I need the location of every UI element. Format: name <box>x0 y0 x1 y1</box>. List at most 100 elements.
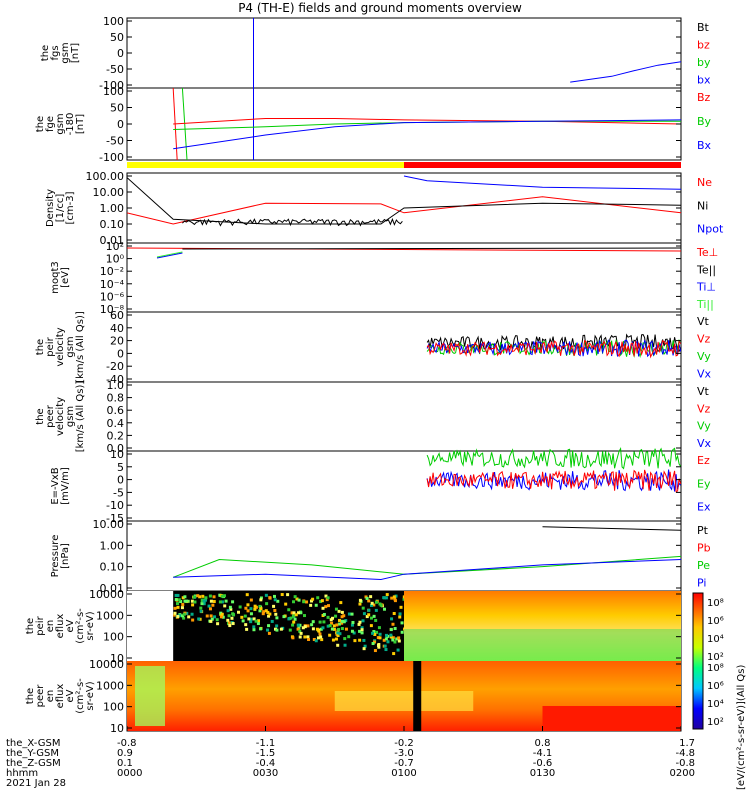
peir-spectrogram-pixel <box>288 628 292 632</box>
peir-spectrogram-pixel <box>350 623 354 627</box>
ylabel-line-peir_vel: gsm <box>65 336 76 357</box>
ytick-label-pressure: 1.00 <box>100 539 125 552</box>
peir-spectrogram-pixel <box>196 594 200 598</box>
peir-spectrogram-pixel <box>222 594 226 598</box>
peir-spectrogram-pixel <box>238 605 242 609</box>
peir-spectrogram-pixel <box>364 595 368 599</box>
peir-spectrogram-pixel <box>344 627 348 631</box>
colorbar-tick: 10² <box>707 652 724 663</box>
peir-spectrogram-pixel <box>340 621 344 625</box>
peir-spectrogram-pixel <box>301 626 305 630</box>
ytick-label-density: 1.00 <box>100 202 125 215</box>
colorbar-tick: 10⁶ <box>707 616 724 627</box>
peir-spectrogram-pixel <box>208 594 212 598</box>
peir-spectrogram-pixel <box>232 613 236 617</box>
peir-spectrogram-pixel <box>220 612 224 616</box>
peir-spectrogram-pixel <box>274 612 278 616</box>
peir-spectrogram-pixel <box>337 622 341 626</box>
peir-spectrogram-pixel <box>219 615 223 619</box>
peir-spectrogram-pixel <box>199 606 203 610</box>
panel-frame-peer_vel <box>126 381 682 452</box>
peir-spectrogram-pixel <box>340 627 344 631</box>
xaxis-value: -4.8 <box>675 748 695 759</box>
peir-spectrogram-pixel <box>247 617 251 621</box>
peir-spectrogram-pixel <box>367 608 371 612</box>
peir-spectrogram-pixel <box>392 652 396 656</box>
peir-spectrogram-pixel <box>314 603 318 607</box>
peir-spectrogram-pixel <box>309 603 313 607</box>
peir-spectrogram-pixel <box>311 620 315 624</box>
colorbar-tick: 10² <box>707 717 724 728</box>
series-pressure-Pe <box>173 555 682 578</box>
peir-spectrogram-pixel <box>268 612 272 616</box>
peir-spectrogram-pixel <box>377 645 381 649</box>
peir-spectrogram-pixel <box>293 617 297 621</box>
ytick-label-temp: 10⁻⁶ <box>100 290 125 303</box>
ylabel-peir_en: the peir en eflux eV (cm²-s-sr-eV) <box>25 608 96 644</box>
peir-spectrogram-pixel <box>361 619 365 623</box>
peir-spectrogram-pixel <box>394 594 398 598</box>
peir-spectrogram-pixel <box>219 611 223 615</box>
colorbar-tick: 10⁴ <box>707 634 724 645</box>
peir-spectrogram-pixel <box>211 603 215 607</box>
data-layer <box>126 18 704 731</box>
peir-spectrogram-pixel <box>302 600 306 604</box>
peir-spectrogram-pixel <box>198 595 202 599</box>
peir-spectrogram-pixel <box>328 624 332 628</box>
xaxis-row-name: the_X-GSM <box>6 738 60 749</box>
peir-spectrogram-pixel <box>240 615 244 619</box>
peir-spectrogram-pixel <box>372 603 376 607</box>
orbit-bar-red <box>404 162 681 168</box>
ytick-label-fge: 0 <box>117 118 124 131</box>
series-pressure-Pt <box>542 526 682 531</box>
ylabel-line-peir_vel: peir <box>45 336 56 356</box>
peir-spectrogram-pixel <box>378 636 382 640</box>
peir-spectrogram-pixel <box>276 599 280 603</box>
peir-spectrogram-pixel <box>320 638 324 642</box>
peir-spectrogram-pixel <box>358 638 362 642</box>
legend-peer_vel-Vx: Vx <box>697 437 712 450</box>
ylabel-line-peir_en: (cm²-s- <box>75 608 86 644</box>
peir-spectrogram-pixel <box>312 637 316 641</box>
peir-spectrogram-pixel <box>261 612 265 616</box>
peir-spectrogram-pixel <box>310 623 314 627</box>
peir-spectrogram-pixel <box>382 638 386 642</box>
peir-spectrogram-pixel <box>318 632 322 636</box>
peir-spectrogram-pixel <box>389 635 393 639</box>
peir-spectrogram-pixel <box>370 601 374 605</box>
ylabel-line-density: Density <box>45 189 56 227</box>
peir-spectrogram-pixel <box>249 598 253 602</box>
ylabel-line-temp: moqt3 <box>50 261 61 294</box>
peir-spectrogram-pixel <box>367 599 371 603</box>
peir-spectrogram-pixel <box>249 617 253 621</box>
ylabel-line-peer_vel: velocity <box>55 397 66 436</box>
peir-spectrogram-pixel <box>353 639 357 643</box>
colorbar-tick: 10⁸ <box>707 598 724 609</box>
ytick-label-peer_vel: 0.2 <box>107 429 125 442</box>
peir-spectrogram-pixel <box>176 593 180 597</box>
ylabel-line-peir_vel: velocity <box>55 327 66 366</box>
peir-spectrogram-pixel <box>363 644 367 648</box>
peir-spectrogram-pixel <box>379 603 383 607</box>
peir-spectrogram-pixel <box>252 617 256 621</box>
peir-spectrogram-pixel <box>197 617 201 621</box>
ytick-label-temp: 10⁻² <box>100 265 124 278</box>
peir-spectrogram-pixel <box>390 617 394 621</box>
peir-spectrogram-pixel <box>365 596 369 600</box>
peir-spectrogram-pixel <box>228 624 232 628</box>
peir-spectrogram-pixel <box>190 612 194 616</box>
xaxis-date: 2021 Jan 28 <box>6 778 66 789</box>
ylabel-line-fge: -180 <box>65 113 76 136</box>
peir-spectrogram-pixel <box>397 636 401 640</box>
peir-spectrogram-pixel <box>212 595 216 599</box>
peir-spectrogram-pixel <box>358 620 362 624</box>
peir-spectrogram-pixel <box>369 595 373 599</box>
ytick-label-peir_vel: 40 <box>110 322 124 335</box>
xaxis-value: 0200 <box>670 768 695 779</box>
peir-spectrogram-pixel <box>311 597 315 601</box>
xaxis-value: 0.9 <box>117 748 133 759</box>
peir-spectrogram-pixel <box>192 595 196 599</box>
peir-spectrogram-pixel <box>174 593 178 597</box>
peer-spectrogram-lowenergy <box>542 706 681 731</box>
peir-spectrogram-pixel <box>334 614 338 618</box>
